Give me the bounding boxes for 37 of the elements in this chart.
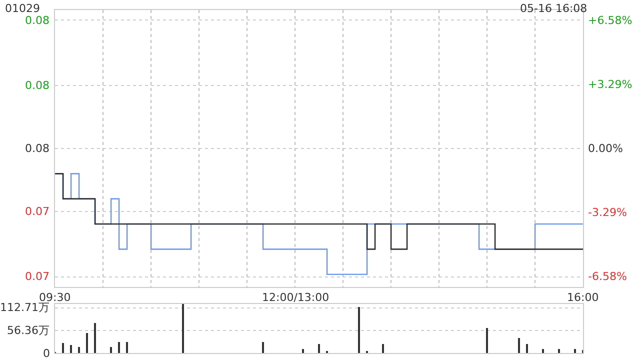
y2-tick-label: +6.58% xyxy=(588,14,632,27)
bar xyxy=(558,348,560,353)
y-tick-label: 0.07 xyxy=(25,270,50,283)
x-tick-label: 12:00/13:00 xyxy=(262,291,330,304)
bar xyxy=(86,332,88,353)
bar xyxy=(302,348,304,353)
y-tick-label: 0.08 xyxy=(25,142,50,155)
bar xyxy=(110,346,112,353)
chart-title: 01029 xyxy=(5,2,40,15)
bar xyxy=(118,342,120,353)
bar xyxy=(78,346,80,353)
y2-tick-label: 0.00% xyxy=(588,142,623,155)
y2-tick-label: +3.29% xyxy=(588,78,632,91)
y2-tick-label: -6.58% xyxy=(588,270,627,283)
y-tick-label: 112.71万 xyxy=(0,301,50,314)
bar xyxy=(94,322,96,353)
bar xyxy=(486,328,488,353)
x-tick-label: 16:00 xyxy=(567,291,599,304)
y-tick-label: 0.08 xyxy=(25,14,50,27)
bar xyxy=(262,342,264,353)
bar xyxy=(542,348,544,353)
annotation: 05-16 16:08 xyxy=(520,2,588,15)
y-tick-label: 0.08 xyxy=(25,79,50,92)
y2-tick-label: -3.29% xyxy=(588,206,627,219)
bar xyxy=(318,344,320,353)
bar xyxy=(70,344,72,353)
bar xyxy=(382,344,384,353)
bar xyxy=(574,348,576,353)
bar xyxy=(62,342,64,353)
bar xyxy=(358,306,360,353)
bar xyxy=(182,304,184,353)
y-tick-label: 0 xyxy=(43,347,50,360)
y-tick-label: 56.36万 xyxy=(7,324,50,337)
y-tick-label: 0.07 xyxy=(25,205,50,218)
bar xyxy=(526,344,528,353)
x-tick-label: 09:30 xyxy=(39,291,71,304)
bar xyxy=(518,338,520,353)
